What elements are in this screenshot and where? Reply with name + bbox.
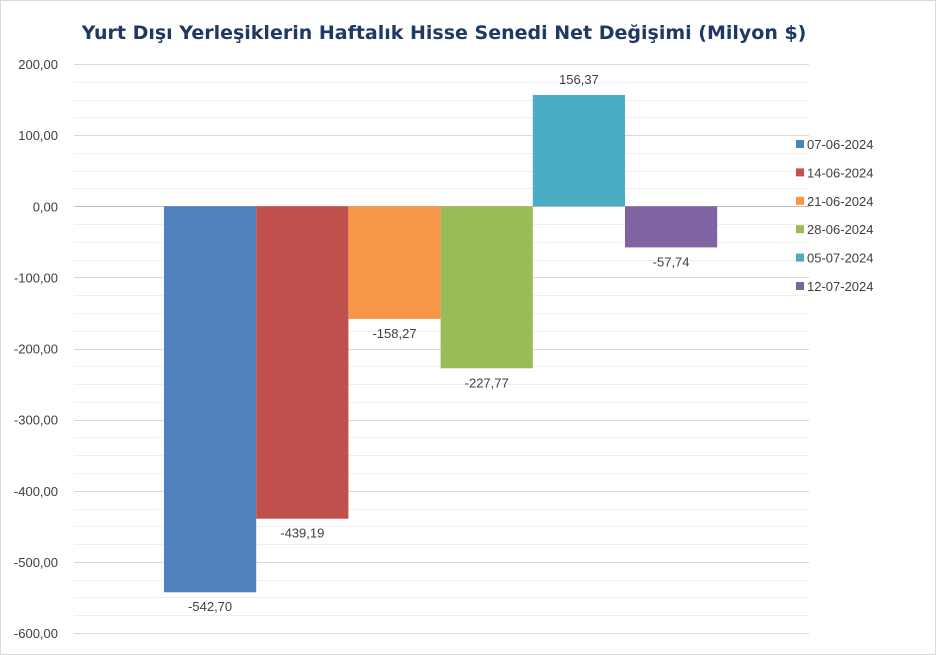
y-tick-label: -100,00 xyxy=(14,270,58,285)
y-tick-label: 0,00 xyxy=(33,199,58,214)
data-label: -227,77 xyxy=(465,375,509,390)
bar-14-06-2024 xyxy=(256,206,349,519)
y-tick-label: -200,00 xyxy=(14,342,58,357)
y-tick-label: -500,00 xyxy=(14,555,58,570)
bar-12-07-2024 xyxy=(625,206,718,248)
legend-swatch xyxy=(796,168,804,177)
chart-title: Yurt Dışı Yerleşiklerin Haftalık Hisse S… xyxy=(81,22,807,44)
data-label: 156,37 xyxy=(559,72,599,87)
y-tick-label: -300,00 xyxy=(14,413,58,428)
bars xyxy=(164,95,718,593)
y-tick-label: 200,00 xyxy=(18,57,58,72)
legend-label: 12-07-2024 xyxy=(807,279,874,294)
legend-label: 28-06-2024 xyxy=(807,222,874,237)
legend-label: 21-06-2024 xyxy=(807,194,874,209)
data-label: -158,27 xyxy=(372,326,416,341)
data-label: -439,19 xyxy=(280,526,324,541)
legend-swatch xyxy=(796,253,804,262)
legend-swatch xyxy=(796,282,804,290)
bar-07-06-2024 xyxy=(164,206,257,593)
legend: 07-06-2024 14-06-2024 21-06-2024 28-06-2024… xyxy=(796,137,874,294)
legend-label: 14-06-2024 xyxy=(807,165,874,180)
data-label: -57,74 xyxy=(653,254,690,269)
legend-label: 07-06-2024 xyxy=(807,137,874,152)
data-labels: -542,70 -439,19 -158,27 -227,77 156,37 -57,74 xyxy=(188,72,689,614)
legend-label: 05-07-2024 xyxy=(807,251,874,266)
data-label: -542,70 xyxy=(188,599,232,614)
bar-28-06-2024 xyxy=(440,206,533,369)
legend-swatch xyxy=(796,225,804,234)
bar-21-06-2024 xyxy=(348,206,441,319)
y-tick-label: 100,00 xyxy=(18,128,58,143)
legend-swatch xyxy=(796,196,804,205)
y-tick-label: -400,00 xyxy=(14,484,58,499)
bar-05-07-2024 xyxy=(532,95,625,207)
legend-swatch xyxy=(796,140,804,148)
y-tick-label: -600,00 xyxy=(14,626,58,641)
